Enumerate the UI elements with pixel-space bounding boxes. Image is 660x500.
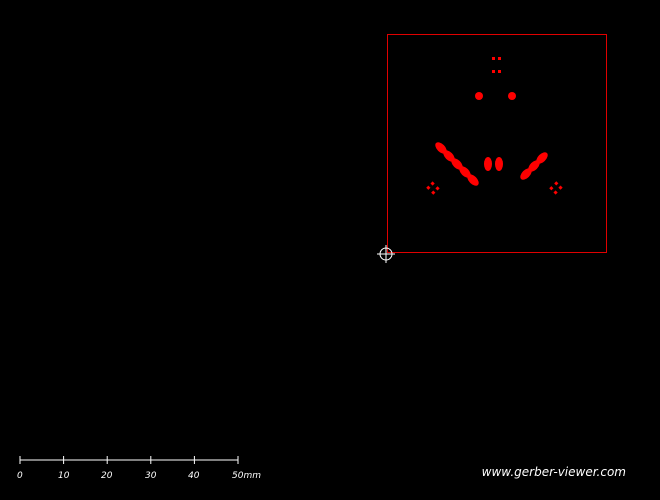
scale-label: 50mm bbox=[232, 471, 261, 481]
oval-pad bbox=[484, 157, 492, 171]
scale-label: 0 bbox=[17, 471, 23, 481]
oval-pad bbox=[536, 152, 548, 164]
oval-pad bbox=[459, 166, 471, 178]
crosshair-target-icon bbox=[377, 245, 395, 263]
scale-bar: 0 10 20 30 40 50mm bbox=[17, 456, 261, 481]
oval-pad bbox=[443, 150, 455, 162]
round-pad bbox=[475, 92, 483, 100]
watermark: www.gerber-viewer.com bbox=[482, 465, 626, 479]
scale-label: 20 bbox=[101, 471, 113, 481]
scale-label: 40 bbox=[188, 471, 200, 481]
oval-pad bbox=[528, 160, 540, 172]
smd-pad bbox=[498, 57, 501, 60]
smd-pad-cluster bbox=[426, 181, 440, 195]
oval-pad bbox=[520, 168, 532, 180]
board-outline bbox=[387, 34, 607, 253]
smd-pad bbox=[492, 57, 495, 60]
oval-pad bbox=[435, 142, 447, 154]
pad-layer bbox=[426, 57, 563, 195]
scale-label: 30 bbox=[145, 471, 157, 481]
scale-label: 10 bbox=[58, 471, 70, 481]
oval-pad bbox=[495, 157, 503, 171]
oval-pad bbox=[467, 174, 479, 186]
smd-pad bbox=[498, 70, 501, 73]
smd-pad bbox=[492, 70, 495, 73]
oval-pad bbox=[451, 158, 463, 170]
round-pad bbox=[508, 92, 516, 100]
